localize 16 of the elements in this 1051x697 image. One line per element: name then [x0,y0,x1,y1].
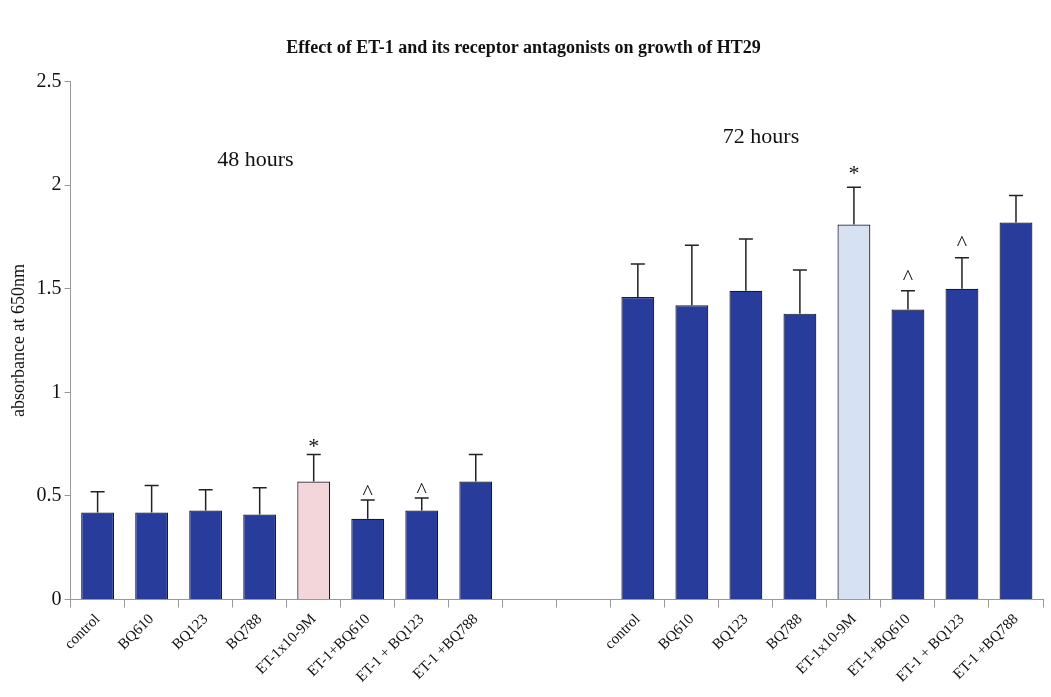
y-tick-label: 0 [51,586,62,609]
annotation: ^ [956,230,968,256]
annotation: 48 hours [217,145,294,171]
annotation: * [848,160,860,186]
y-tick-label: 1 [51,379,62,402]
annotation: ^ [416,476,428,502]
y-axis-title: absorbance at 650nm [7,264,28,418]
annotation: ^ [902,263,914,289]
y-tick-label: 2.5 [36,68,62,91]
y-tick-label: 1.5 [36,276,62,299]
annotation: 72 hours [722,122,800,148]
y-tick-label: 2 [51,172,62,195]
chart-title: Effect of ET-1 and its receptor antagonists on growth of HT29 [286,37,761,58]
y-tick-label: 0.5 [36,483,62,506]
annotation: ^ [362,478,374,504]
annotation: * [308,433,320,459]
